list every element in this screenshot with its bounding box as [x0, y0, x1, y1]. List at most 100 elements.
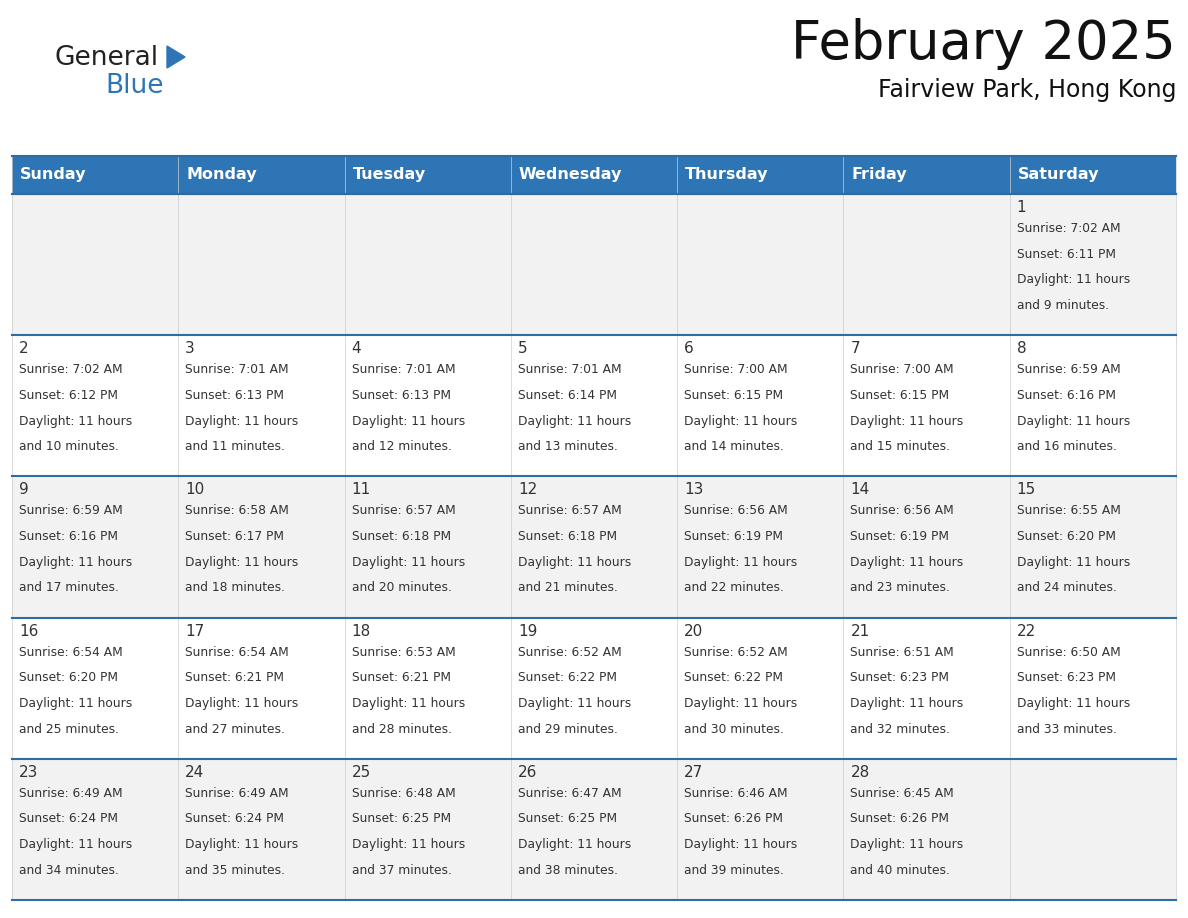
Text: Daylight: 11 hours: Daylight: 11 hours: [19, 555, 132, 569]
Text: 27: 27: [684, 765, 703, 779]
Text: Sunrise: 7:02 AM: Sunrise: 7:02 AM: [19, 364, 122, 376]
Text: Daylight: 11 hours: Daylight: 11 hours: [1017, 697, 1130, 710]
Bar: [677, 618, 843, 759]
Bar: [1010, 759, 1176, 900]
Bar: [12, 156, 178, 194]
Text: and 14 minutes.: and 14 minutes.: [684, 441, 784, 453]
Bar: [677, 476, 843, 618]
Text: and 12 minutes.: and 12 minutes.: [352, 441, 451, 453]
Text: Sunrise: 6:57 AM: Sunrise: 6:57 AM: [518, 504, 621, 518]
Text: 3: 3: [185, 341, 195, 356]
Text: Sunset: 6:24 PM: Sunset: 6:24 PM: [19, 812, 118, 825]
Bar: [12, 618, 178, 759]
Text: and 20 minutes.: and 20 minutes.: [352, 581, 451, 595]
Text: Sunset: 6:24 PM: Sunset: 6:24 PM: [185, 812, 284, 825]
Text: Sunrise: 6:51 AM: Sunrise: 6:51 AM: [851, 645, 954, 658]
Text: Daylight: 11 hours: Daylight: 11 hours: [185, 838, 298, 851]
Text: Daylight: 11 hours: Daylight: 11 hours: [185, 415, 298, 428]
Text: and 38 minutes.: and 38 minutes.: [518, 864, 618, 877]
Bar: [677, 194, 843, 335]
Text: and 33 minutes.: and 33 minutes.: [1017, 722, 1117, 735]
Text: Friday: Friday: [852, 167, 908, 183]
Text: Daylight: 11 hours: Daylight: 11 hours: [851, 555, 963, 569]
Text: 4: 4: [352, 341, 361, 356]
Text: and 34 minutes.: and 34 minutes.: [19, 864, 119, 877]
Text: 10: 10: [185, 482, 204, 498]
Text: Daylight: 11 hours: Daylight: 11 hours: [185, 555, 298, 569]
Bar: [843, 194, 1010, 335]
Text: and 17 minutes.: and 17 minutes.: [19, 581, 119, 595]
Text: Sunrise: 6:46 AM: Sunrise: 6:46 AM: [684, 787, 788, 800]
Text: Sunset: 6:25 PM: Sunset: 6:25 PM: [352, 812, 450, 825]
Text: Daylight: 11 hours: Daylight: 11 hours: [352, 838, 465, 851]
Bar: [843, 618, 1010, 759]
Text: 24: 24: [185, 765, 204, 779]
Bar: [511, 156, 677, 194]
Text: Thursday: Thursday: [685, 167, 769, 183]
Text: Daylight: 11 hours: Daylight: 11 hours: [851, 415, 963, 428]
Text: Daylight: 11 hours: Daylight: 11 hours: [684, 555, 797, 569]
Text: and 30 minutes.: and 30 minutes.: [684, 722, 784, 735]
Text: Daylight: 11 hours: Daylight: 11 hours: [352, 555, 465, 569]
Text: 28: 28: [851, 765, 870, 779]
Text: Daylight: 11 hours: Daylight: 11 hours: [352, 697, 465, 710]
Bar: [345, 335, 511, 476]
Text: Sunrise: 6:56 AM: Sunrise: 6:56 AM: [684, 504, 788, 518]
Bar: [12, 476, 178, 618]
Text: Sunset: 6:14 PM: Sunset: 6:14 PM: [518, 389, 617, 402]
Text: Sunset: 6:26 PM: Sunset: 6:26 PM: [684, 812, 783, 825]
Text: 9: 9: [19, 482, 29, 498]
Text: Daylight: 11 hours: Daylight: 11 hours: [851, 697, 963, 710]
Text: Sunrise: 6:50 AM: Sunrise: 6:50 AM: [1017, 645, 1120, 658]
Bar: [345, 194, 511, 335]
Text: General: General: [55, 45, 159, 71]
Text: Blue: Blue: [105, 73, 164, 99]
Text: 25: 25: [352, 765, 371, 779]
Text: Sunset: 6:15 PM: Sunset: 6:15 PM: [851, 389, 949, 402]
Text: and 15 minutes.: and 15 minutes.: [851, 441, 950, 453]
Text: Daylight: 11 hours: Daylight: 11 hours: [518, 697, 631, 710]
Text: 13: 13: [684, 482, 703, 498]
Bar: [511, 618, 677, 759]
Text: Sunrise: 6:49 AM: Sunrise: 6:49 AM: [19, 787, 122, 800]
Text: Sunrise: 7:01 AM: Sunrise: 7:01 AM: [518, 364, 621, 376]
Bar: [843, 335, 1010, 476]
Text: 12: 12: [518, 482, 537, 498]
Text: Sunset: 6:21 PM: Sunset: 6:21 PM: [352, 671, 450, 684]
Text: and 11 minutes.: and 11 minutes.: [185, 441, 285, 453]
Bar: [677, 156, 843, 194]
Text: 21: 21: [851, 623, 870, 639]
Text: Sunset: 6:17 PM: Sunset: 6:17 PM: [185, 530, 284, 543]
Text: Sunrise: 6:52 AM: Sunrise: 6:52 AM: [684, 645, 788, 658]
Text: Sunset: 6:12 PM: Sunset: 6:12 PM: [19, 389, 118, 402]
Text: Sunset: 6:20 PM: Sunset: 6:20 PM: [19, 671, 118, 684]
Text: Tuesday: Tuesday: [353, 167, 425, 183]
Text: and 21 minutes.: and 21 minutes.: [518, 581, 618, 595]
Bar: [178, 335, 345, 476]
Text: 6: 6: [684, 341, 694, 356]
Text: Sunset: 6:15 PM: Sunset: 6:15 PM: [684, 389, 783, 402]
Bar: [511, 194, 677, 335]
Text: Monday: Monday: [187, 167, 257, 183]
Text: Sunset: 6:23 PM: Sunset: 6:23 PM: [1017, 671, 1116, 684]
Text: Daylight: 11 hours: Daylight: 11 hours: [684, 838, 797, 851]
Text: Sunset: 6:22 PM: Sunset: 6:22 PM: [684, 671, 783, 684]
Text: Sunrise: 7:00 AM: Sunrise: 7:00 AM: [684, 364, 788, 376]
Bar: [843, 156, 1010, 194]
Text: Sunrise: 6:59 AM: Sunrise: 6:59 AM: [19, 504, 122, 518]
Text: Daylight: 11 hours: Daylight: 11 hours: [19, 697, 132, 710]
Text: Sunrise: 6:54 AM: Sunrise: 6:54 AM: [185, 645, 289, 658]
Text: Fairview Park, Hong Kong: Fairview Park, Hong Kong: [878, 78, 1176, 102]
Text: Sunrise: 6:49 AM: Sunrise: 6:49 AM: [185, 787, 289, 800]
Bar: [1010, 476, 1176, 618]
Text: Sunrise: 6:47 AM: Sunrise: 6:47 AM: [518, 787, 621, 800]
Text: Sunset: 6:22 PM: Sunset: 6:22 PM: [518, 671, 617, 684]
Text: Sunrise: 6:54 AM: Sunrise: 6:54 AM: [19, 645, 122, 658]
Polygon shape: [168, 46, 185, 68]
Text: and 9 minutes.: and 9 minutes.: [1017, 299, 1108, 312]
Text: Sunrise: 6:58 AM: Sunrise: 6:58 AM: [185, 504, 289, 518]
Bar: [12, 335, 178, 476]
Text: Sunset: 6:20 PM: Sunset: 6:20 PM: [1017, 530, 1116, 543]
Text: Sunset: 6:13 PM: Sunset: 6:13 PM: [185, 389, 284, 402]
Text: and 27 minutes.: and 27 minutes.: [185, 722, 285, 735]
